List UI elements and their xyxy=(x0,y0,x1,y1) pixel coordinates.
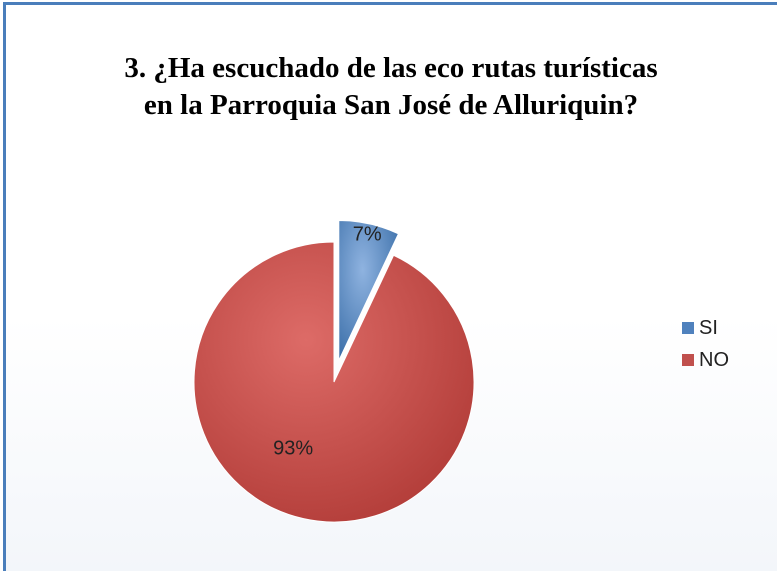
legend-label-si: SI xyxy=(699,316,718,339)
chart-title-line-1: 3. ¿Ha escuchado de las eco rutas turíst… xyxy=(124,52,658,84)
legend-swatch-si xyxy=(682,322,694,334)
legend: SI NO xyxy=(682,312,729,376)
pie-slice-no xyxy=(193,241,475,523)
legend-item-no: NO xyxy=(682,344,729,376)
legend-label-no: NO xyxy=(699,348,729,371)
legend-swatch-no xyxy=(682,354,694,366)
chart-title-line-2: en la Parroquia San José de Alluriquin? xyxy=(143,89,639,121)
chart-title: 3. ¿Ha escuchado de las eco rutas turíst… xyxy=(0,50,782,124)
pie-slice-si xyxy=(338,220,400,361)
data-label-si: 7% xyxy=(353,223,382,245)
legend-item-si: SI xyxy=(682,312,729,344)
data-label-no: 93% xyxy=(273,437,313,459)
